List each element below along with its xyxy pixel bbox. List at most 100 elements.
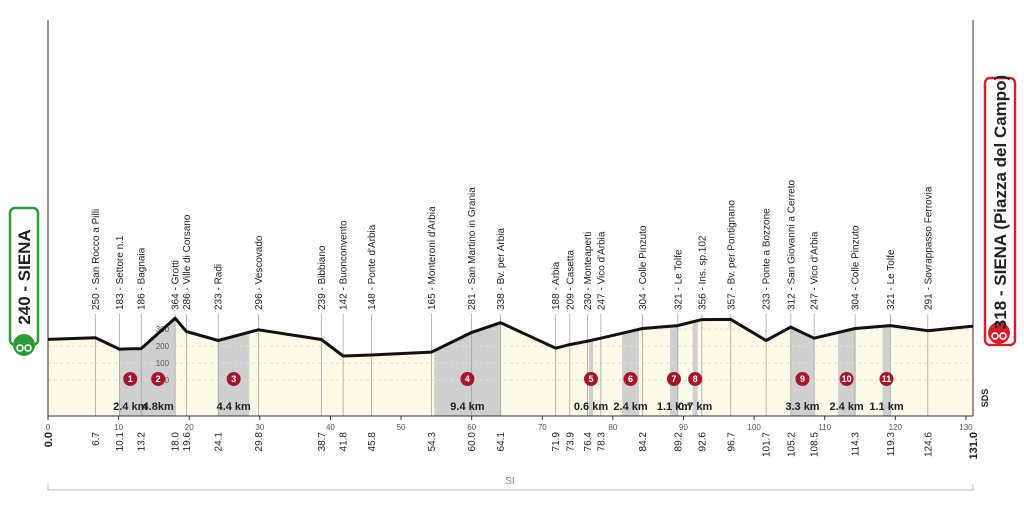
waypoint-km: 24.1 (214, 432, 225, 452)
sector-number: 10 (842, 374, 852, 384)
sector-badge (623, 372, 638, 386)
waypoint-km: 13.2 (137, 432, 148, 452)
sector-badge (839, 372, 854, 386)
profile-line (47, 316, 974, 358)
sector-badge (583, 372, 598, 386)
waypoint-label: 233 - Ponte a Bozzone (762, 208, 773, 310)
sector-badge (879, 372, 894, 386)
sector-area (670, 318, 678, 416)
sector-area (119, 318, 142, 416)
waypoint-km: 6.7 (91, 432, 102, 446)
sector-badge (151, 372, 166, 386)
bike-icon (16, 344, 24, 352)
x-tick-label: 20 (185, 423, 194, 432)
waypoint-km: 41.8 (339, 432, 350, 452)
waypoint-label: 357 - Bv. per Pontignano (726, 200, 737, 310)
sector-badge (123, 372, 138, 386)
sector-number: 4 (465, 374, 470, 384)
x-tick-label: 10 (114, 423, 123, 432)
waypoint-km: 38.7 (317, 432, 328, 452)
sector-length: 1.1 km (869, 401, 903, 413)
waypoint-label: 186 - Bagnaia (137, 247, 148, 310)
waypoint-km: 19.6 (182, 432, 193, 452)
waypoint-km: 89.2 (673, 432, 684, 452)
sector-number: 1 (128, 374, 133, 384)
x-tick-label: 60 (467, 423, 476, 432)
sector-length: 1.1 km (657, 401, 691, 413)
sector-length: 2.4 km (113, 401, 147, 413)
sector-length: 4.8km (143, 401, 174, 413)
sector-badge (460, 372, 475, 386)
waypoint-label: 291 - Sovrappasso Ferrovia (923, 186, 934, 310)
region-bracket (47, 484, 974, 491)
waypoint-km: 45.8 (367, 432, 378, 452)
region-label: SI (505, 476, 514, 487)
waypoint-km: 71.9 (551, 432, 562, 452)
sector-length: 0.6 km (574, 401, 608, 413)
sector-number: 8 (693, 374, 698, 384)
waypoint-km: 18.0 (171, 432, 182, 452)
waypoint-km: 54.3 (427, 432, 438, 452)
waypoint-km: 92.6 (697, 432, 708, 452)
waypoint-label: 148 - Ponte d'Arbia (367, 224, 378, 310)
waypoint-label: 304 - Colle Pinzuto (851, 225, 862, 310)
sector-number: 5 (588, 374, 593, 384)
sector-area (588, 318, 594, 416)
x-tick-label: 70 (538, 423, 547, 432)
start-label: 240 - SIENA (15, 229, 34, 324)
finish-km: 131.0 (968, 432, 980, 460)
sector-length: 3.3 km (785, 401, 819, 413)
waypoint-label: 247 - Vico d'Arbia (810, 231, 821, 310)
waypoint-km: 78.3 (596, 432, 607, 452)
sector-number: 6 (628, 374, 633, 384)
x-tick-label: 80 (608, 423, 617, 432)
waypoint-label: 364 - Grotti (171, 260, 182, 310)
waypoint-label: 188 - Arbia (551, 261, 562, 310)
waypoint-km: 84.2 (638, 432, 649, 452)
waypoint-km: 124.6 (923, 432, 934, 457)
x-tick-label: 50 (397, 423, 406, 432)
sector-area (141, 318, 176, 416)
bike-icon (24, 344, 32, 352)
waypoint-label: 281 - San Martino in Grania (467, 187, 478, 310)
waypoint-label: 250 - San Rocco a Pilli (91, 209, 102, 310)
x-tick-label: 30 (255, 423, 264, 432)
x-tick-label: 40 (326, 423, 335, 432)
sector-area (622, 318, 640, 416)
bike-icon (999, 332, 1007, 340)
sector-area (218, 318, 250, 416)
waypoint-km: 60.0 (467, 432, 478, 452)
sector-number: 11 (882, 374, 892, 384)
x-tick-label: 130 (959, 423, 973, 432)
sector-badge (688, 372, 703, 386)
finish-box (983, 76, 1017, 347)
waypoint-label: 356 - Ins. sp.102 (697, 235, 708, 310)
waypoint-label: 165 - Monteroni d'Arbia (427, 206, 438, 310)
sector-area (882, 318, 891, 416)
sector-badge (226, 372, 241, 386)
x-tick-label: 0 (46, 423, 51, 432)
waypoint-km: 73.9 (565, 432, 576, 452)
sector-area (692, 318, 698, 416)
sector-area (838, 318, 856, 416)
sector-number: 3 (231, 374, 236, 384)
start-km: 0.0 (43, 432, 55, 447)
profile-area (48, 318, 973, 416)
waypoint-label: 321 - Le Tolfe (673, 249, 684, 310)
waypoint-label: 304 - Colle Pinzuto (638, 225, 649, 310)
sector-area (790, 318, 815, 416)
x-tick-label: 90 (679, 423, 688, 432)
sector-number: 2 (156, 374, 161, 384)
waypoint-label: 239 - Bibbiano (317, 245, 328, 310)
waypoint-label: 286 - Ville di Corsano (182, 214, 193, 310)
sector-number: 9 (800, 374, 805, 384)
waypoint-km: 10.1 (115, 432, 126, 452)
waypoint-km: 76.4 (583, 432, 594, 452)
waypoint-label: 209 - Casetta (565, 250, 576, 310)
waypoint-km: 114.3 (851, 432, 862, 457)
waypoint-label: 321 - Le Tolfe (886, 249, 897, 310)
waypoint-label: 233 - Radi (214, 264, 225, 310)
sector-length: 9.4 km (450, 401, 484, 413)
back-layer (48, 314, 973, 416)
waypoint-label: 247 - Vico d'Arbia (596, 231, 607, 310)
